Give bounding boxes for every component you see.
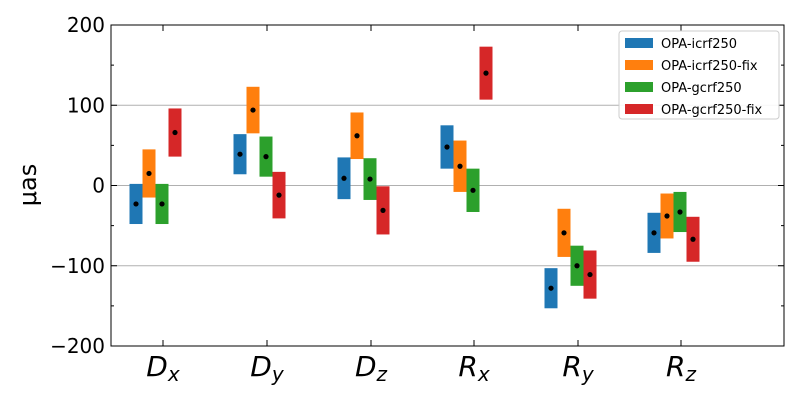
legend-label-OPA-gcrf250: OPA-gcrf250 — [661, 81, 742, 96]
point-OPA-icrf250-fix-5 — [664, 213, 670, 219]
point-OPA-icrf250-fix-2 — [354, 133, 360, 139]
y-tick-label-200: 200 — [67, 13, 105, 37]
legend-box — [618, 30, 780, 120]
point-OPA-icrf250-fix-0 — [146, 170, 152, 177]
point-OPA-icrf250-fix-4 — [561, 230, 567, 236]
point-OPA-gcrf250-fix-0 — [172, 129, 178, 136]
point-OPA-icrf250-2 — [341, 175, 347, 181]
point-OPA-gcrf250-5 — [677, 209, 683, 215]
legend-label-OPA-gcrf250-fix: OPA-gcrf250-fix — [661, 103, 763, 118]
point-OPA-gcrf250-fix-2 — [380, 207, 386, 213]
legend-swatch-OPA-icrf250-fix — [625, 60, 653, 70]
legend-label-OPA-icrf250-fix: OPA-icrf250-fix — [661, 59, 758, 74]
x-tick-label-Dy: Dy — [250, 350, 285, 386]
point-OPA-icrf250-0 — [133, 201, 139, 207]
point-OPA-gcrf250-4 — [574, 263, 580, 269]
point-OPA-icrf250-3 — [444, 144, 450, 150]
axes: −200 −100 0 100 200 Dx Dy Dz Rx Ry Rz — [50, 13, 785, 386]
point-OPA-icrf250-1 — [237, 151, 243, 157]
x-tick-label-Rz: Rz — [666, 350, 696, 386]
point-OPA-icrf250-fix-1 — [250, 107, 256, 113]
y-tick-label-0: 0 — [92, 174, 105, 198]
point-OPA-gcrf250-fix-5 — [690, 236, 696, 242]
point-OPA-gcrf250-0 — [159, 201, 165, 207]
y-axis-label: μas — [14, 164, 42, 206]
point-OPA-icrf250-fix-3 — [457, 163, 463, 169]
y-tick-label--200: −200 — [50, 334, 105, 358]
legend-swatch-OPA-gcrf250-fix — [625, 104, 653, 114]
x-tick-label-Dz: Dz — [355, 350, 388, 386]
y-tick-label-100: 100 — [67, 93, 105, 117]
legend-label-OPA-icrf250: OPA-icrf250 — [661, 37, 737, 52]
legend-swatch-OPA-gcrf250 — [625, 82, 653, 92]
point-OPA-gcrf250-3 — [470, 187, 476, 193]
point-OPA-icrf250-5 — [651, 230, 657, 236]
legend: OPA-icrf250 OPA-icrf250-fix OPA-gcrf250 OPA… — [618, 30, 780, 120]
legend-swatch-OPA-icrf250 — [625, 38, 653, 48]
y-tick-label--100: −100 — [50, 254, 105, 278]
point-OPA-icrf250-4 — [548, 285, 554, 291]
chart-marks — [129, 46, 700, 309]
x-tick-label-Dx: Dx — [146, 350, 180, 386]
point-OPA-gcrf250-fix-1 — [276, 192, 282, 198]
point-OPA-gcrf250-1 — [263, 154, 269, 160]
x-tick-label-Ry: Ry — [562, 350, 594, 386]
x-tick-label-Rx: Rx — [458, 350, 489, 386]
point-OPA-gcrf250-fix-4 — [587, 271, 593, 278]
point-OPA-gcrf250-2 — [367, 176, 373, 182]
point-OPA-gcrf250-fix-3 — [483, 70, 489, 76]
